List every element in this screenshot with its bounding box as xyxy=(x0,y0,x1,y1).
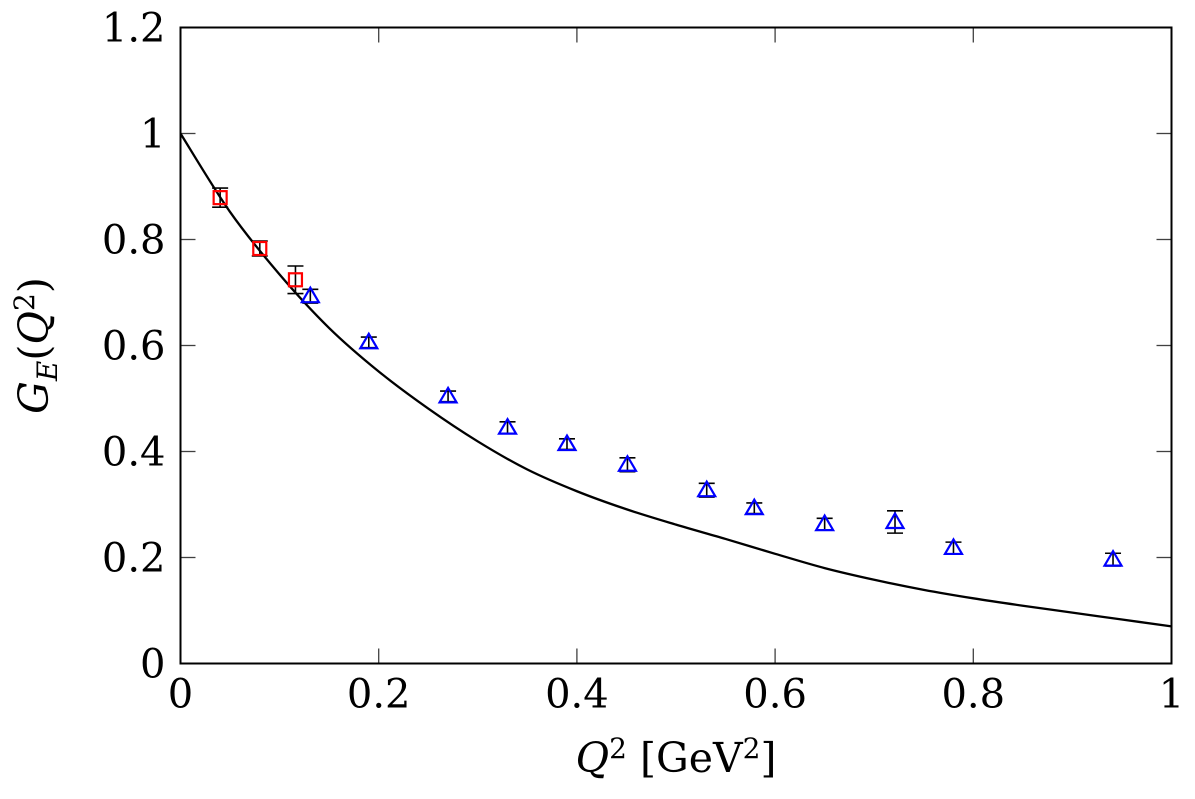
blue-triangle-point xyxy=(943,537,964,556)
blue-triangle-point xyxy=(299,285,321,304)
tick-labels: 0 0.2 0.4 0.6 0.8 1 0 0.2 0.4 0.6 0.8 1 1.2 xyxy=(102,6,1184,718)
blue-triangle-point xyxy=(884,510,906,534)
open-square-marker xyxy=(212,190,228,206)
y-tick-label: 0.6 xyxy=(102,324,166,370)
open-triangle-marker xyxy=(358,331,380,350)
reference-curve xyxy=(179,132,1172,628)
open-triangle-marker xyxy=(497,416,518,435)
open-triangle-marker xyxy=(556,433,578,452)
open-square-marker xyxy=(287,272,304,288)
blue-triangle-point xyxy=(358,331,380,350)
blue-triangle-point xyxy=(617,454,638,473)
y-tick-label: 0.4 xyxy=(102,430,166,476)
y-tick-label: 1 xyxy=(140,112,165,158)
blue-open-triangles xyxy=(299,285,1124,567)
blue-triangle-point xyxy=(437,385,459,404)
x-tick-label: 0.6 xyxy=(743,672,807,718)
x-tick-label: 0.2 xyxy=(347,672,411,718)
y-tick-label: 0.8 xyxy=(102,218,166,264)
y-tick-label: 0.2 xyxy=(102,536,166,582)
open-triangle-marker xyxy=(437,385,459,404)
blue-triangle-point xyxy=(743,497,765,516)
blue-triangle-point xyxy=(1102,548,1124,567)
open-triangle-marker xyxy=(1102,548,1124,567)
open-square-marker xyxy=(252,240,268,257)
open-triangle-marker xyxy=(943,537,964,556)
open-triangle-marker xyxy=(743,497,765,516)
blue-triangle-point xyxy=(497,416,518,435)
blue-triangle-point xyxy=(556,433,578,452)
y-tick-label: 0 xyxy=(140,642,165,688)
open-triangle-marker xyxy=(884,511,906,530)
x-tick-label: 0.4 xyxy=(545,672,609,718)
blue-triangle-point xyxy=(814,513,836,532)
open-triangle-marker xyxy=(617,454,638,472)
plot-frame xyxy=(179,26,1173,665)
x-tick-label: 0 xyxy=(168,672,193,718)
x-tick-label: 0.8 xyxy=(941,672,1005,718)
open-triangle-marker xyxy=(299,285,321,304)
red-square-point xyxy=(212,187,229,208)
open-triangle-marker xyxy=(696,479,718,498)
y-tick-label: 1.2 xyxy=(102,6,166,52)
red-open-squares xyxy=(212,187,304,295)
x-tick-label: 1 xyxy=(1159,672,1184,718)
blue-triangle-point xyxy=(696,479,718,498)
open-triangle-marker xyxy=(814,513,836,532)
y-axis-label: GE(Q2) xyxy=(8,277,64,414)
red-square-point xyxy=(287,265,304,295)
x-axis-label: Q2 [GeV2] xyxy=(576,732,777,782)
red-square-point xyxy=(251,240,268,257)
